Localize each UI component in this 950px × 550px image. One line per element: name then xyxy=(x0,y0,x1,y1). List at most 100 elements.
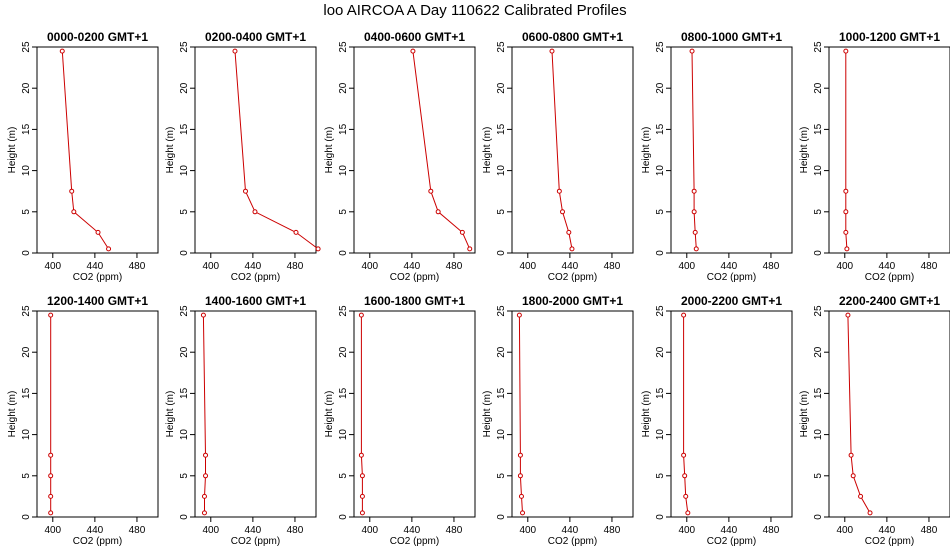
y-tick-label: 15 xyxy=(179,387,190,399)
profile-point xyxy=(691,188,697,194)
y-tick-label: 15 xyxy=(21,387,32,399)
y-tick-label: 15 xyxy=(338,123,349,135)
profile-point xyxy=(556,188,562,194)
x-axis-label: CO2 (ppm) xyxy=(73,536,122,547)
x-tick-label: 440 xyxy=(404,525,421,536)
y-tick-label: 25 xyxy=(21,41,32,53)
profile-point xyxy=(203,452,209,458)
profile-point xyxy=(685,510,691,516)
plot-frame xyxy=(670,46,793,254)
panel-title: 0800-1000 GMT+1 xyxy=(681,30,782,44)
y-tick-label: 10 xyxy=(21,429,32,441)
y-tick-label: 0 xyxy=(338,514,349,520)
y-tick-label: 20 xyxy=(179,346,190,358)
x-tick-label: 400 xyxy=(44,261,61,272)
profile-point xyxy=(517,452,523,458)
plot-frame xyxy=(511,310,634,518)
x-tick-label: 480 xyxy=(287,261,304,272)
x-tick-label: 400 xyxy=(202,525,219,536)
x-axis-label: CO2 (ppm) xyxy=(231,536,280,547)
profile-point xyxy=(48,493,54,499)
y-tick-label: 10 xyxy=(496,165,507,177)
y-tick-label: 10 xyxy=(179,429,190,441)
y-tick-label: 25 xyxy=(813,41,824,53)
profile-point xyxy=(845,312,851,318)
y-tick-label: 25 xyxy=(179,41,190,53)
profile-point xyxy=(293,229,299,235)
profile-point xyxy=(467,246,473,252)
profile-point xyxy=(48,473,54,479)
y-tick-label: 0 xyxy=(21,514,32,520)
x-axis-label: CO2 (ppm) xyxy=(231,272,280,283)
y-tick-label: 15 xyxy=(813,123,824,135)
y-tick-label: 5 xyxy=(21,209,32,215)
profile-point xyxy=(410,48,416,54)
y-axis-label: Height (m) xyxy=(641,127,652,174)
plot-frame xyxy=(353,310,476,518)
profile-point xyxy=(681,312,687,318)
y-tick-label: 10 xyxy=(813,429,824,441)
y-tick-label: 0 xyxy=(655,250,666,256)
panel-title: 0000-0200 GMT+1 xyxy=(47,30,148,44)
x-tick-label: 400 xyxy=(678,525,695,536)
y-tick-label: 5 xyxy=(655,473,666,479)
y-tick-label: 10 xyxy=(179,165,190,177)
y-tick-label: 0 xyxy=(338,250,349,256)
x-tick-label: 440 xyxy=(87,525,104,536)
panel-title: 1200-1400 GMT+1 xyxy=(47,294,148,308)
x-tick-label: 400 xyxy=(519,525,536,536)
y-tick-label: 5 xyxy=(21,473,32,479)
x-tick-label: 480 xyxy=(129,261,146,272)
profile-line xyxy=(412,51,471,250)
profile-point xyxy=(566,229,572,235)
x-tick-label: 440 xyxy=(404,261,421,272)
x-tick-label: 480 xyxy=(763,261,780,272)
plot-frame xyxy=(828,310,950,518)
y-tick-label: 20 xyxy=(21,346,32,358)
x-axis-label: CO2 (ppm) xyxy=(390,272,439,283)
y-tick-label: 5 xyxy=(813,209,824,215)
x-axis-label: CO2 (ppm) xyxy=(548,536,597,547)
profile-line xyxy=(683,315,689,513)
y-tick-label: 20 xyxy=(813,346,824,358)
profile-point xyxy=(359,473,365,479)
y-tick-label: 0 xyxy=(655,514,666,520)
profile-point xyxy=(843,209,849,215)
x-tick-label: 400 xyxy=(361,525,378,536)
y-tick-label: 15 xyxy=(655,123,666,135)
y-tick-label: 25 xyxy=(496,305,507,317)
profile-point xyxy=(232,48,238,54)
profile-point xyxy=(517,473,523,479)
x-tick-label: 480 xyxy=(287,525,304,536)
y-tick-label: 5 xyxy=(813,473,824,479)
x-tick-label: 440 xyxy=(879,261,896,272)
profile-point xyxy=(843,188,849,194)
profile-point xyxy=(560,209,566,215)
plot-frame xyxy=(194,46,317,254)
x-tick-label: 400 xyxy=(44,525,61,536)
profile-line xyxy=(360,315,363,513)
y-tick-label: 25 xyxy=(21,305,32,317)
y-axis-label: Height (m) xyxy=(799,391,810,438)
profile-point xyxy=(358,312,364,318)
y-tick-label: 25 xyxy=(655,305,666,317)
x-tick-label: 480 xyxy=(604,261,621,272)
profile-line xyxy=(61,51,109,250)
profile-point xyxy=(689,48,695,54)
y-tick-label: 10 xyxy=(21,165,32,177)
x-tick-label: 400 xyxy=(836,525,853,536)
x-tick-label: 440 xyxy=(879,525,896,536)
x-axis-label: CO2 (ppm) xyxy=(865,536,914,547)
profile-point xyxy=(844,246,850,252)
profile-point xyxy=(71,209,77,215)
x-tick-label: 480 xyxy=(763,525,780,536)
y-tick-label: 15 xyxy=(21,123,32,135)
y-tick-label: 20 xyxy=(179,82,190,94)
profile-point xyxy=(459,229,465,235)
profile-point xyxy=(359,493,365,499)
x-tick-label: 480 xyxy=(446,261,463,272)
y-tick-label: 20 xyxy=(496,82,507,94)
profile-line xyxy=(202,315,206,513)
y-axis-label: Height (m) xyxy=(482,391,493,438)
